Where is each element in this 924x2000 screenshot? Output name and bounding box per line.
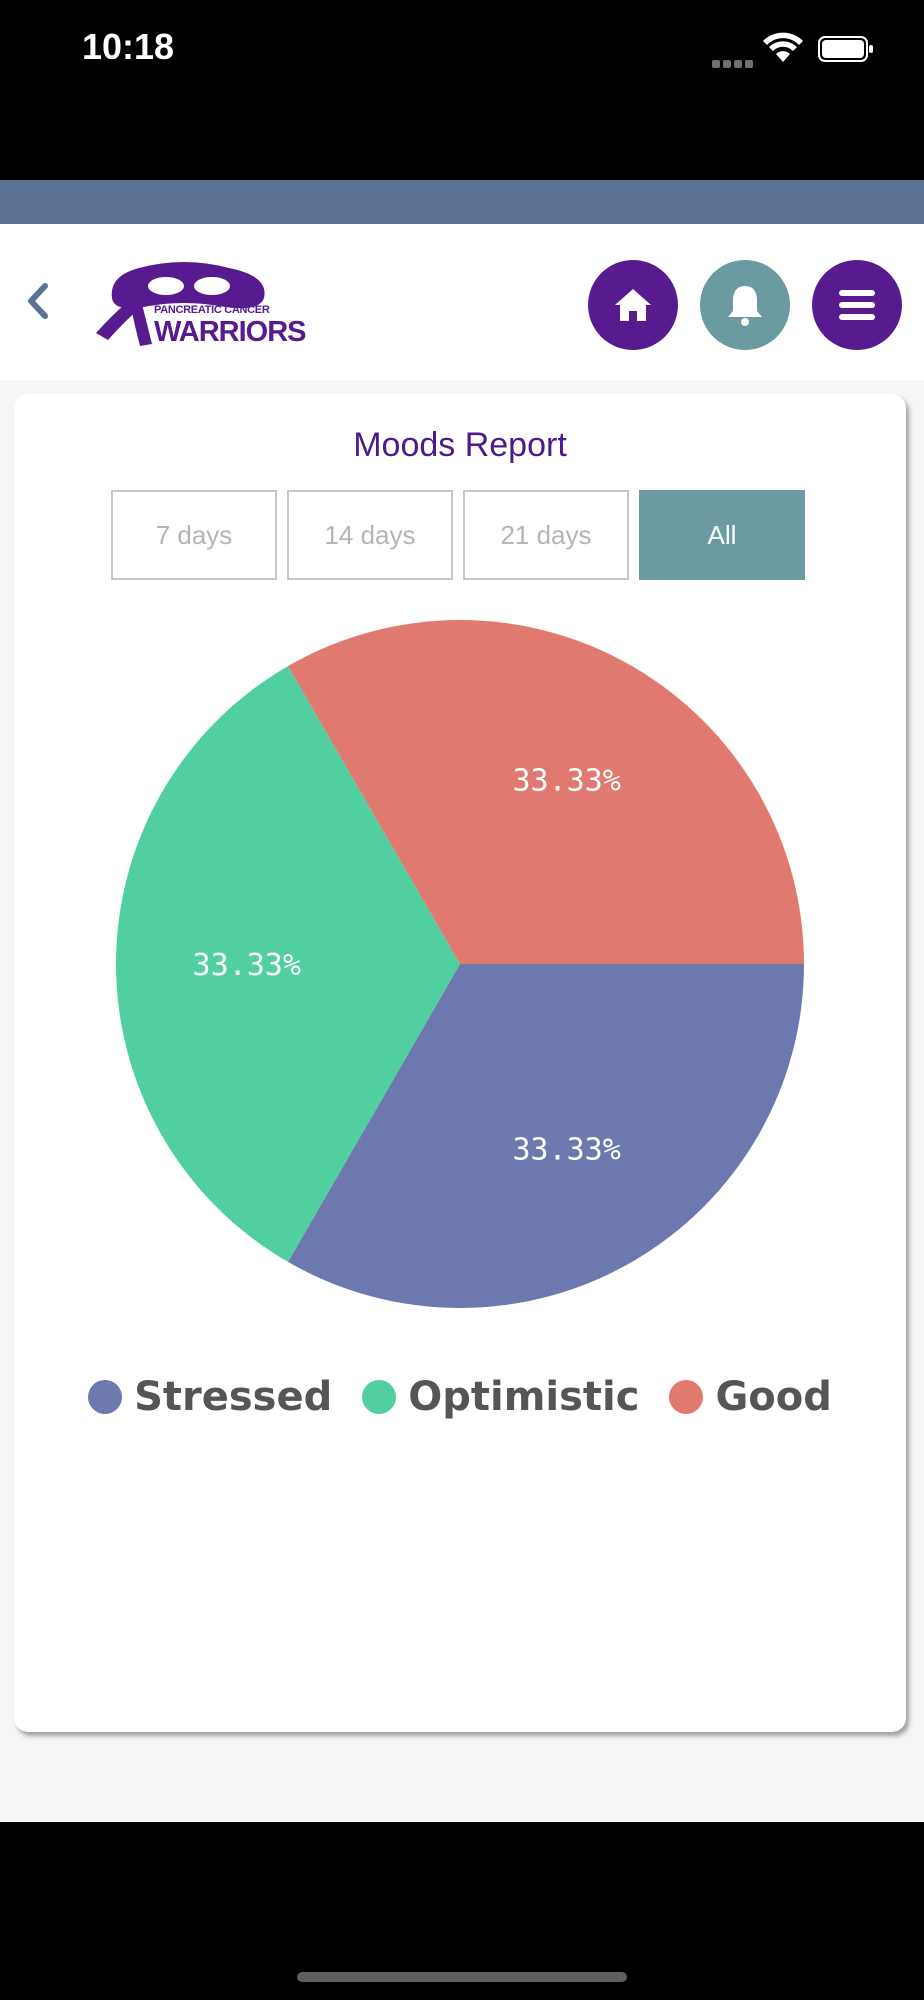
moods-report-card: Moods Report 7 days 14 days 21 days All …: [14, 394, 906, 1732]
home-button[interactable]: [588, 260, 678, 350]
signal-icon: [712, 55, 756, 73]
menu-button[interactable]: [812, 260, 902, 350]
home-indicator[interactable]: [297, 1972, 627, 1982]
bottom-bar: [0, 1822, 924, 2000]
report-title: Moods Report: [353, 426, 567, 464]
pie-slice-good[interactable]: [288, 620, 804, 964]
pie-label-optimistic: 33.33%: [193, 948, 301, 983]
legend-label-optimistic: Optimistic: [408, 1374, 640, 1420]
top-strip: [0, 180, 924, 224]
hamburger-menu-icon: [839, 290, 875, 320]
legend-item-good[interactable]: Good: [669, 1374, 832, 1420]
pie-label-stressed: 33.33%: [512, 1133, 620, 1168]
legend-item-stressed[interactable]: Stressed: [88, 1374, 332, 1420]
filter-all[interactable]: All: [639, 490, 805, 580]
legend-dot-good: [669, 1380, 704, 1414]
back-button[interactable]: [18, 274, 58, 328]
legend-item-optimistic[interactable]: Optimistic: [362, 1374, 639, 1420]
status-time: 10:18: [82, 26, 175, 67]
logo-text-top: PANCREATIC CANCER: [154, 304, 270, 316]
mood-pie-chart: 33.33% 33.33% 33.33%: [116, 620, 804, 1308]
legend-dot-optimistic: [362, 1380, 397, 1414]
pie-label-good: 33.33%: [512, 763, 620, 798]
battery-icon: [818, 36, 873, 62]
home-icon: [615, 289, 651, 321]
status-bar: 10:18: [0, 0, 924, 180]
wifi-icon: [763, 32, 803, 62]
filter-14-days[interactable]: 14 days: [287, 490, 453, 580]
app-header: PANCREATIC CANCER WARRIORS: [0, 224, 924, 380]
pie-slice-optimistic[interactable]: [116, 666, 460, 1262]
logo-text-bottom: WARRIORS: [154, 316, 306, 348]
legend-dot-stressed: [88, 1380, 123, 1414]
chart-legend: Stressed Optimistic Good: [14, 1374, 906, 1420]
filter-21-days[interactable]: 21 days: [463, 490, 629, 580]
notifications-button[interactable]: [700, 260, 790, 350]
pie-slice-stressed[interactable]: [288, 964, 804, 1308]
logo: PANCREATIC CANCER WARRIORS: [94, 258, 306, 348]
app-area: PANCREATIC CANCER WARRIORS Moods Report …: [0, 180, 924, 1822]
legend-label-stressed: Stressed: [134, 1374, 333, 1420]
filter-7-days[interactable]: 7 days: [111, 490, 277, 580]
legend-label-good: Good: [715, 1374, 832, 1420]
chevron-left-icon: [28, 283, 48, 319]
bell-icon: [728, 286, 762, 326]
